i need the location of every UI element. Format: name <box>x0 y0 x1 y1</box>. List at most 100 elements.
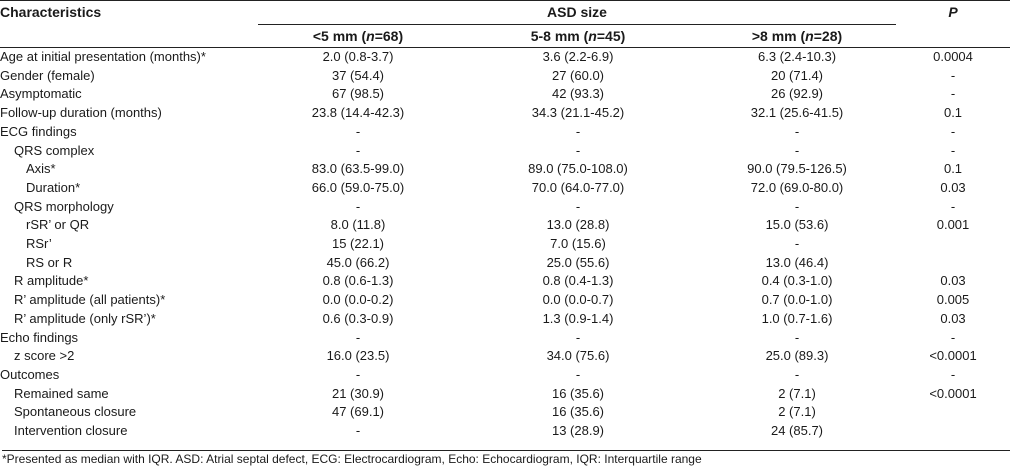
cell-p-value: 0.03 <box>940 273 966 289</box>
cell-lt5: 67 (98.5) <box>331 86 385 102</box>
col-header-lt5-rest: =68) <box>374 28 404 44</box>
cell-5to8: 42 (93.3) <box>551 86 605 102</box>
table-row: Follow-up duration (months) 23.8 (14.4-42… <box>0 104 1010 123</box>
cell-p-value <box>896 254 1010 273</box>
row-label: Asymptomatic <box>0 86 82 102</box>
cell-5to8: 13.0 (28.8) <box>546 217 610 233</box>
cell-gt8: - <box>794 329 800 345</box>
col-header-5to8-rest: =45) <box>596 28 626 44</box>
table-row: Outcomes - - - - <box>0 366 1010 385</box>
cell-p-value: 0.03 <box>940 310 966 326</box>
cell-lt5: 2.0 (0.8-3.7) <box>322 49 394 64</box>
cell-lt5: - <box>355 329 361 345</box>
cell-p-value: 0.03 <box>940 179 966 195</box>
table-row: z score >2 16.0 (23.5) 34.0 (75.6) 25.0 (89… <box>0 347 1010 366</box>
cell-gt8: 90.0 (79.5-126.5) <box>747 161 847 177</box>
cell-p-value <box>896 235 1010 254</box>
row-label: Axis* <box>26 161 56 177</box>
cell-gt8: 1.0 (0.7-1.6) <box>761 310 833 326</box>
cell-p-value: 0.0004 <box>933 49 973 64</box>
cell-p-value: - <box>950 67 956 83</box>
cell-gt8: 32.1 (25.6-41.5) <box>750 105 844 121</box>
col-header-5to8: 5-8 mm (n=45) <box>458 24 698 48</box>
col-header-5to8-label: 5-8 mm ( <box>530 28 589 44</box>
table-row: R’ amplitude (all patients)* 0.0 (0.0-0.2… <box>0 291 1010 310</box>
table-row: R’ amplitude (only rSR’)* 0.6 (0.3-0.9) 1.… <box>0 310 1010 329</box>
cell-lt5: 47 (69.1) <box>331 404 385 420</box>
table-row: QRS morphology - - - - <box>0 198 1010 217</box>
cell-gt8: - <box>794 123 800 139</box>
cell-5to8: 34.0 (75.6) <box>546 348 610 364</box>
row-label: R’ amplitude (all patients)* <box>14 292 166 308</box>
cell-lt5: 83.0 (63.5-99.0) <box>311 161 405 177</box>
row-label: Outcomes <box>0 366 60 382</box>
cell-p-value <box>896 422 1010 441</box>
cell-p-value: <0.0001 <box>929 348 977 364</box>
col-header-p: P <box>896 0 1010 48</box>
table-row: Duration* 66.0 (59.0-75.0) 70.0 (64.0-77.0… <box>0 179 1010 198</box>
table-footnote: *Presented as median with IQR. ASD: Atri… <box>2 450 1010 466</box>
cell-p-value: - <box>950 329 956 345</box>
cell-lt5: 37 (54.4) <box>331 67 385 83</box>
cell-p-value: - <box>950 198 956 214</box>
cell-p-value: <0.0001 <box>929 385 977 401</box>
cell-gt8: 15.0 (53.6) <box>765 217 829 233</box>
cell-5to8: - <box>575 198 581 214</box>
cell-gt8: 72.0 (69.0-80.0) <box>750 179 844 195</box>
cell-p-value: - <box>950 142 956 158</box>
table-row: QRS complex - - - - <box>0 142 1010 161</box>
col-header-gt8-rest: =28) <box>813 28 843 44</box>
cell-lt5: 0.0 (0.0-0.2) <box>322 292 394 308</box>
col-header-characteristics: Characteristics <box>0 0 258 48</box>
cell-lt5: 16.0 (23.5) <box>326 348 390 364</box>
table-row: Echo findings - - - - <box>0 329 1010 348</box>
table-row: rSR’ or QR 8.0 (11.8) 13.0 (28.8) 15.0 (53.… <box>0 216 1010 235</box>
cell-5to8: 34.3 (21.1-45.2) <box>531 105 625 121</box>
cell-lt5: 15 (22.1) <box>331 236 385 252</box>
cell-lt5: 23.8 (14.4-42.3) <box>311 105 405 121</box>
cell-5to8: - <box>575 366 581 382</box>
col-header-asd-size: ASD size <box>258 0 897 25</box>
cell-p-value: - <box>950 366 956 382</box>
row-label: Spontaneous closure <box>14 404 137 420</box>
col-header-lt5-label: <5 mm ( <box>312 28 367 44</box>
row-label: RSr’ <box>26 236 52 252</box>
cell-gt8: 2 (7.1) <box>778 404 816 420</box>
table-row: Remained same 21 (30.9) 16 (35.6) 2 (7.1) <0… <box>0 385 1010 404</box>
cell-gt8: - <box>794 198 800 214</box>
cell-lt5: 66.0 (59.0-75.0) <box>311 179 405 195</box>
row-label: Follow-up duration (months) <box>0 105 162 121</box>
table-body: Age at initial presentation (months)* 2.0… <box>0 48 1010 441</box>
cell-5to8: 0.0 (0.0-0.7) <box>542 292 614 308</box>
row-label: R amplitude* <box>14 273 89 289</box>
cell-5to8: 1.3 (0.9-1.4) <box>542 310 614 326</box>
row-label: RS or R <box>26 254 73 270</box>
cell-gt8: 24 (85.7) <box>770 423 824 439</box>
cell-gt8: 26 (92.9) <box>770 86 824 102</box>
row-label: QRS morphology <box>14 198 114 214</box>
table-row: Gender (female) 37 (54.4) 27 (60.0) 20 (71.… <box>0 67 1010 86</box>
cell-5to8: - <box>575 329 581 345</box>
row-label: Gender (female) <box>0 67 95 83</box>
col-header-lt5: <5 mm (n=68) <box>258 24 458 48</box>
col-header-gt8-n: n <box>805 28 814 44</box>
cell-lt5: - <box>355 423 361 439</box>
table-row: Intervention closure - 13 (28.9) 24 (85.7) <box>0 422 1010 441</box>
cell-p-value: - <box>950 123 956 139</box>
cell-gt8: 6.3 (2.4-10.3) <box>757 49 837 64</box>
col-header-5to8-n: n <box>588 28 597 44</box>
cell-lt5: - <box>355 123 361 139</box>
row-label: Remained same <box>14 385 109 401</box>
cell-gt8: 2 (7.1) <box>778 385 816 401</box>
cell-gt8: 13.0 (46.4) <box>765 254 829 270</box>
row-label: R’ amplitude (only rSR’)* <box>14 310 156 326</box>
row-label: rSR’ or QR <box>26 217 90 233</box>
row-label: Age at initial presentation (months)* <box>0 49 206 64</box>
header-row-2: <5 mm (n=68) 5-8 mm (n=45) >8 mm (n=28) <box>0 24 1010 48</box>
col-header-p-text: P <box>948 4 958 20</box>
cell-5to8: - <box>575 123 581 139</box>
cell-5to8: 0.8 (0.4-1.3) <box>542 273 614 289</box>
row-label: QRS complex <box>14 142 95 158</box>
cell-lt5: 0.6 (0.3-0.9) <box>322 310 394 326</box>
